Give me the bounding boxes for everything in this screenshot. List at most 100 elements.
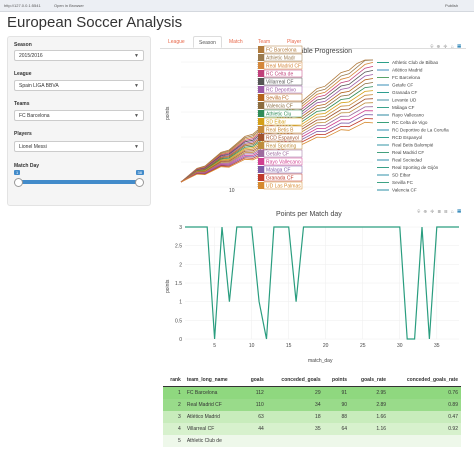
points-series-line[interactable] [185, 226, 459, 340]
tab-team[interactable]: Team [258, 39, 271, 45]
points-per-matchday-plot: ⌾ ⊕ ✥ ⊞ ⊟ ⌂ ▦ Points per Match day point… [163, 205, 468, 370]
league-select[interactable]: Spain LIGA BBVA ▼ [14, 80, 144, 91]
x-axis-label: match_day [308, 358, 333, 364]
table-row[interactable]: 3 Atlético Madrid 63 18 88 1.66 0.47 [163, 411, 461, 423]
tab-match[interactable]: Match [229, 39, 243, 45]
column-header-conceded-goals-rate[interactable]: conceded_goals_rate [389, 373, 461, 387]
table-row[interactable]: 1 FC Barcelona 112 29 91 2.95 0.76 [163, 386, 461, 399]
legend-entry[interactable]: Atlético Madrid [392, 68, 423, 73]
open-in-browser-button[interactable]: Open in Browser [54, 3, 84, 8]
progression-x-tick: 10 [229, 188, 235, 194]
zoom-out-icon[interactable]: ⊟ [444, 209, 449, 215]
plotly-modebar[interactable]: ⌾ ⊕ ✥ ⌂ ▦ [430, 44, 462, 50]
table-cell: 0.89 [448, 402, 458, 408]
pan-icon[interactable]: ✥ [443, 44, 449, 50]
legend-entry[interactable]: RC Celta de Vigo [392, 120, 428, 125]
legend-entry[interactable]: RCD Espanyol [392, 135, 422, 140]
table-cell: 0.76 [448, 390, 458, 396]
hover-label-swatch [258, 174, 264, 181]
legend-entry[interactable]: Levante UD [392, 98, 417, 103]
legend-entry[interactable]: Real Sociedad [392, 158, 422, 163]
hover-label-swatch [258, 54, 264, 61]
table-row[interactable]: 5 Athletic Club de [163, 435, 461, 447]
legend-entry[interactable]: Valencia CF [392, 188, 417, 193]
legend-entry[interactable]: Rayo Vallecano [392, 113, 424, 118]
matchday-slider[interactable]: 1 38 [14, 170, 144, 190]
url-text[interactable]: http://127.0.0.1:5541 [4, 3, 41, 8]
column-header-conceded-goals[interactable]: conceded_goals [266, 373, 324, 387]
hover-label-swatch [258, 102, 264, 109]
legend-entry[interactable]: Málaga CF [392, 105, 415, 110]
legend-entry[interactable]: Athletic Club de Bilbao [392, 60, 439, 65]
players-select[interactable]: Lionel Messi ▼ [14, 141, 144, 152]
hover-label-swatch [258, 78, 264, 85]
table-cell: 2.95 [376, 390, 387, 396]
slider-track[interactable] [16, 180, 142, 184]
legend-entry[interactable]: Real Madrid CF [392, 150, 424, 155]
season-select[interactable]: 2015/2016 ▼ [14, 50, 144, 61]
legend-entry[interactable]: FC Barcelona [392, 75, 421, 80]
slider-max-label: 38 [135, 170, 144, 175]
tab-bar: League Season Match Team Player [160, 35, 466, 49]
column-header-goals[interactable]: goals [242, 373, 267, 387]
legend-entry[interactable]: Sevilla FC [392, 180, 414, 185]
column-header-rank[interactable]: rank [163, 373, 184, 387]
tab-season[interactable]: Season [193, 36, 222, 48]
x-tick-label: 5 [213, 343, 216, 349]
hover-label-swatch [258, 158, 264, 165]
pan-icon[interactable]: ✥ [430, 209, 436, 215]
legend-entry[interactable]: Real Sporting de Gijón [392, 165, 439, 170]
tab-player[interactable]: Player [287, 39, 302, 45]
chevron-down-icon: ▼ [134, 144, 139, 150]
hover-label-swatch [258, 110, 264, 117]
plotly-modebar[interactable]: ⌾ ⊕ ✥ ⊞ ⊟ ⌂ ▦ [417, 209, 462, 215]
plotly-logo-icon[interactable]: ▦ [457, 44, 462, 50]
camera-icon[interactable]: ⌾ [417, 209, 422, 215]
legend-entry[interactable]: RC Deportivo de La Coruña [392, 128, 449, 133]
hover-label-box [263, 45, 303, 54]
hover-label-swatch [258, 86, 264, 93]
hover-label-swatch [258, 134, 264, 141]
table-cell: 0.92 [448, 426, 458, 432]
table-cell [324, 435, 350, 447]
matchday-label: Match Day [14, 163, 40, 169]
table-cell: 1.16 [376, 426, 387, 432]
season-value: 2015/2016 [19, 53, 43, 59]
slider-handle-right[interactable] [135, 178, 144, 187]
table-row[interactable]: 4 Villarreal CF 44 35 64 1.16 0.92 [163, 423, 461, 435]
zoom-icon[interactable]: ⊕ [423, 209, 428, 215]
column-header-team-long-name[interactable]: team_long_name [183, 373, 243, 387]
table-cell: 3 [178, 414, 181, 420]
table-cell: Villarreal CF [186, 426, 215, 432]
legend-entry[interactable]: SD Eibar [392, 173, 411, 178]
home-icon[interactable]: ⌂ [450, 44, 455, 50]
legend-entry[interactable]: Getafe CF [392, 83, 413, 88]
table-row[interactable]: 2 Real Madrid CF 110 34 90 2.89 0.89 [163, 399, 461, 411]
legend-entry[interactable]: Granada CF [392, 90, 417, 95]
plotly-logo-icon[interactable]: ▦ [457, 209, 462, 215]
column-header-goals-rate[interactable]: goals_rate [350, 373, 390, 387]
publish-button[interactable]: Publish [445, 3, 459, 8]
table-cell [243, 435, 267, 447]
points-per-matchday-svg[interactable]: Points per Match day points match_day 0 0… [163, 205, 468, 370]
table-cell: 34 [315, 402, 321, 408]
hover-label-swatch [258, 94, 264, 101]
teams-select[interactable]: FC Barcelona ▼ [14, 110, 144, 121]
hover-label-text: Real Betis B [266, 128, 294, 134]
home-icon[interactable]: ⌂ [450, 209, 455, 215]
slider-handle-left[interactable] [14, 178, 23, 187]
tab-league[interactable]: League [168, 39, 185, 45]
hover-label-text: Villarreal CF [266, 80, 293, 86]
camera-icon[interactable]: ⌾ [430, 44, 435, 50]
zoom-in-icon[interactable]: ⊞ [437, 209, 442, 215]
column-header-points[interactable]: points [323, 373, 351, 387]
table-cell: 110 [255, 402, 264, 408]
zoom-icon[interactable]: ⊕ [436, 44, 442, 50]
legend-entry[interactable]: Real Betis Balompié [392, 143, 434, 148]
hover-label-text: RC Deportivo [266, 88, 296, 94]
hover-label-text: UD Las Palmas [266, 184, 301, 190]
table-progression-svg[interactable]: Table Progression points 10 FC Barcelona… [163, 42, 468, 202]
players-value: Lionel Messi [19, 144, 47, 150]
x-tick-label: 10 [249, 343, 255, 349]
hover-label-box [263, 101, 303, 110]
